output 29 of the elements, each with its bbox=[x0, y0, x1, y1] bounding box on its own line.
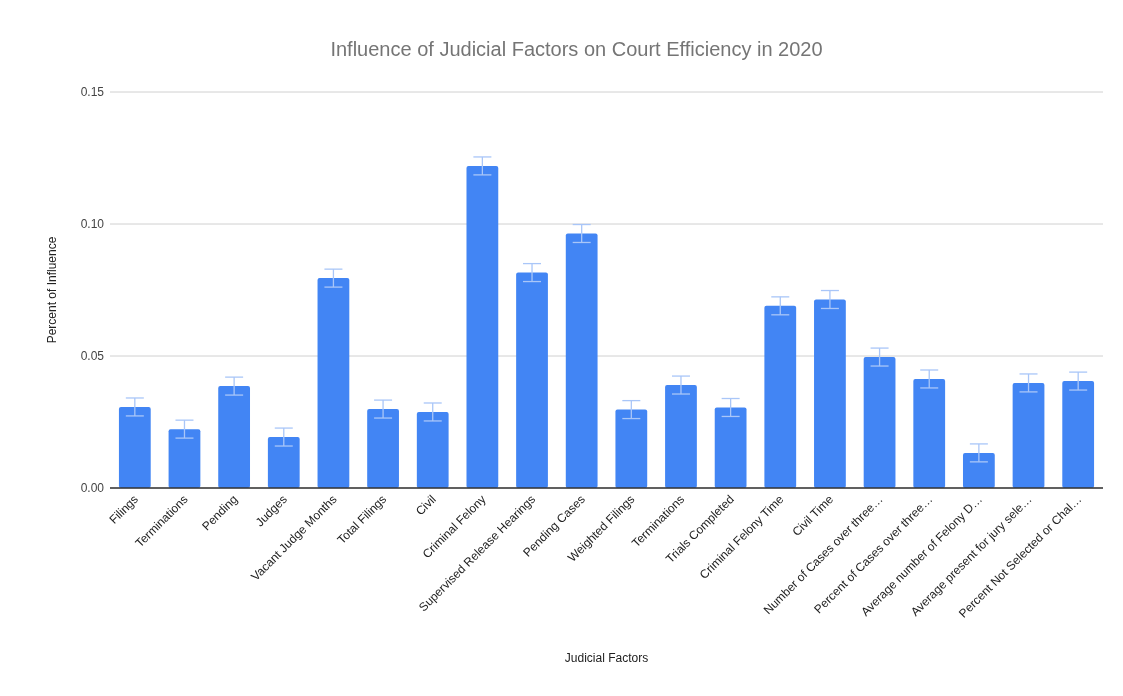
bar bbox=[416, 411, 449, 488]
bar bbox=[118, 406, 151, 488]
chart-title: Influence of Judicial Factors on Court Efficiency in 2020 bbox=[330, 38, 823, 60]
bar bbox=[267, 437, 300, 488]
bar bbox=[168, 429, 201, 488]
bar bbox=[863, 357, 896, 488]
bar bbox=[665, 385, 697, 488]
bar bbox=[814, 299, 846, 488]
bar bbox=[913, 378, 946, 488]
bar bbox=[1012, 382, 1045, 488]
bar bbox=[466, 165, 499, 488]
bar bbox=[317, 278, 350, 488]
bar bbox=[516, 272, 548, 488]
bar bbox=[962, 452, 995, 488]
bar bbox=[218, 386, 251, 488]
x-axis-title: Judicial Factors bbox=[564, 651, 649, 665]
y-tick-label: 0.15 bbox=[80, 85, 105, 100]
bar bbox=[615, 409, 648, 488]
bar bbox=[367, 409, 399, 488]
y-tick-label: 0.05 bbox=[80, 349, 105, 364]
y-tick-label: 0.10 bbox=[80, 217, 105, 232]
y-axis-title: Percent of Influence bbox=[45, 236, 59, 344]
x-tick-label: Civil Time bbox=[789, 492, 837, 539]
bar bbox=[565, 233, 598, 488]
x-tick-label: Civil bbox=[412, 492, 439, 519]
y-tick-label: 0.00 bbox=[80, 481, 105, 496]
bar bbox=[1062, 381, 1095, 488]
bar bbox=[714, 407, 747, 488]
bar bbox=[764, 305, 797, 488]
